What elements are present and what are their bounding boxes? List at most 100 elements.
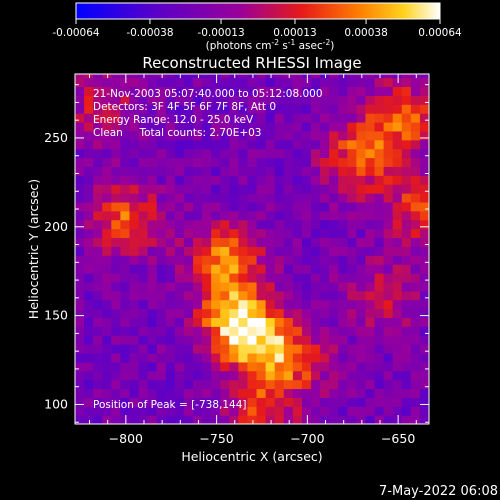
heatmap-cell <box>347 344 357 354</box>
heatmap-cell <box>401 406 412 416</box>
x-tick-label: −650 <box>381 431 415 446</box>
heatmap-cell <box>138 308 149 319</box>
heatmap-cell <box>392 166 403 176</box>
heatmap-cell <box>165 317 176 327</box>
heatmap-cell <box>292 379 303 390</box>
heatmap-cell <box>274 201 285 212</box>
heatmap-cell <box>383 193 394 203</box>
heatmap-cell <box>111 370 121 381</box>
heatmap-cell <box>156 379 167 390</box>
heatmap-cell <box>229 175 239 185</box>
heatmap-cell <box>383 113 394 123</box>
heatmap-cell <box>102 344 112 354</box>
heatmap-cell <box>165 166 176 176</box>
heatmap-cell <box>392 281 403 292</box>
heatmap-cell <box>147 113 158 123</box>
heatmap-cell <box>292 406 303 416</box>
heatmap-cell <box>356 308 367 319</box>
heatmap-cell <box>238 361 249 372</box>
heatmap-cell <box>111 272 121 283</box>
heatmap-cell <box>265 361 276 372</box>
heatmap-cell <box>75 326 85 336</box>
heatmap-cell <box>301 228 312 239</box>
chart-title: Reconstructed RHESSI Image <box>142 54 361 72</box>
heatmap-cell <box>202 193 212 203</box>
heatmap-cell <box>347 219 357 230</box>
heatmap-cell <box>165 379 176 390</box>
heatmap-cell <box>401 272 412 283</box>
heatmap-cell <box>401 255 412 265</box>
heatmap-cell <box>292 175 303 185</box>
heatmap-cell <box>247 246 258 256</box>
heatmap-cell <box>183 130 194 141</box>
heatmap-cell <box>383 317 394 327</box>
x-axis-label: Heliocentric X (arcsec) <box>181 449 322 464</box>
heatmap-cell <box>156 210 167 221</box>
heatmap-cell <box>247 272 258 283</box>
heatmap-cell <box>392 210 403 221</box>
heatmap-cell <box>338 219 348 230</box>
heatmap-cell <box>265 184 276 194</box>
heatmap-cell <box>320 95 330 105</box>
heatmap-cell <box>419 317 429 327</box>
heatmap-cell <box>93 290 103 301</box>
heatmap-cell <box>311 290 321 301</box>
heatmap-cell <box>410 308 421 319</box>
heatmap-cell <box>93 370 103 381</box>
heatmap-cell <box>129 113 140 123</box>
heatmap-cell <box>111 335 121 345</box>
heatmap-cell <box>419 272 429 283</box>
heatmap-cell <box>292 308 303 319</box>
heatmap-cell <box>301 130 312 141</box>
heatmap-cell <box>292 335 303 345</box>
heatmap-cell <box>320 175 330 185</box>
heatmap-cell <box>93 344 103 354</box>
heatmap-cell <box>274 264 285 274</box>
heatmap-cell <box>410 175 421 185</box>
heatmap-cell <box>111 130 121 141</box>
heatmap-cell <box>220 210 230 221</box>
heatmap-cell <box>410 281 421 292</box>
heatmap-cell <box>374 299 385 310</box>
heatmap-cell <box>247 201 258 212</box>
heatmap-cell <box>129 361 140 372</box>
heatmap-cell <box>256 228 267 239</box>
heatmap-cell <box>256 370 267 381</box>
heatmap-cell <box>75 299 85 310</box>
heatmap-cell <box>301 352 312 363</box>
heatmap-cell <box>401 299 412 310</box>
heatmap-cell <box>292 74 303 79</box>
heatmap-cell <box>75 406 85 416</box>
heatmap-cell <box>374 228 385 239</box>
heatmap-cell <box>202 139 212 150</box>
heatmap-cell <box>392 193 403 203</box>
heatmap-cell <box>165 148 176 159</box>
heatmap-cell <box>365 228 376 239</box>
heatmap-cell <box>84 121 94 132</box>
heatmap-cell <box>84 139 94 150</box>
heatmap-cell <box>320 237 330 247</box>
heatmap-cell <box>265 193 276 203</box>
heatmap-cell <box>84 290 94 301</box>
heatmap-cell <box>238 210 249 221</box>
heatmap-cell <box>120 193 131 203</box>
heatmap-cell <box>238 201 249 212</box>
heatmap-cell <box>356 210 367 221</box>
heatmap-cell <box>120 77 131 88</box>
heatmap-cell <box>147 415 158 424</box>
heatmap-cell <box>193 193 203 203</box>
heatmap-cell <box>401 74 412 79</box>
heatmap-cell <box>274 317 285 327</box>
colorbar-units: (photons cm-2 s-1 asec-2) <box>206 38 335 52</box>
heatmap-cell <box>147 344 158 354</box>
heatmap-cell <box>410 121 421 132</box>
heatmap-cell <box>329 290 339 301</box>
heatmap-cell <box>220 228 230 239</box>
heatmap-cell <box>238 104 249 114</box>
heatmap-cell <box>193 104 203 114</box>
heatmap-cell <box>102 317 112 327</box>
heatmap-cell <box>347 95 357 105</box>
heatmap-cell <box>156 166 167 176</box>
heatmap-cell <box>292 193 303 203</box>
heatmap-cell <box>265 246 276 256</box>
